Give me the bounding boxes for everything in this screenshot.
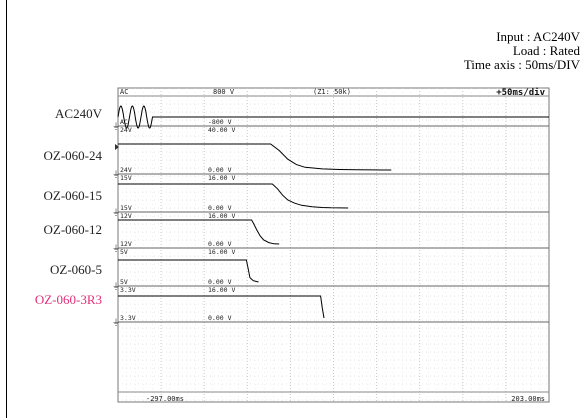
channel-scale-left: 12V (120, 240, 132, 248)
ground-marker-icon: ⏚ (112, 244, 120, 253)
top-bar-center: (Z1: 50k) (313, 88, 351, 96)
channel-label-oz-060-3r3: OZ-060-3R3 (34, 292, 102, 307)
next-channel-scale-value: 16.00 V (208, 174, 235, 182)
next-channel-scale-left: 5V (120, 248, 128, 256)
next-channel-scale-left: 15V (120, 174, 132, 182)
ground-marker-icon: ⏚ (112, 208, 120, 217)
trace-oz-060-24 (118, 143, 392, 171)
channel-scale-value: 0.00 V (208, 240, 232, 248)
channel-scale-left: 15V (120, 204, 132, 212)
channel-label-oz-060-5: OZ-060-5 (50, 262, 102, 277)
next-channel-scale-value: 16.00 V (208, 286, 235, 294)
top-bar-voltage: 800 V (213, 88, 235, 96)
channel-scale-value: 0.00 V (208, 166, 232, 174)
next-channel-scale-left: 3.3V (120, 286, 136, 294)
channel-scale-value: -800 V (208, 118, 232, 126)
ground-marker-icon: ⏚ (112, 282, 120, 291)
time-axis-condition: Time axis : 50ms/DIV (463, 57, 580, 72)
channel-label-oz-060-12: OZ-060-12 (43, 222, 103, 237)
input-condition: Input : AC240V (496, 29, 580, 44)
channel-scale-value: 0.00 V (208, 314, 232, 322)
channel-scale-value: 0.00 V (208, 278, 232, 286)
channel-scale-left: 5V (120, 278, 128, 286)
test-conditions: Input : AC240V Load : Rated Time axis : … (420, 30, 580, 72)
next-channel-scale-value: 16.00 V (208, 248, 235, 256)
next-channel-scale-left: 24V (120, 126, 132, 134)
channel-scale-left: 3.3V (120, 314, 136, 322)
ground-marker-icon: ⏚ (112, 170, 120, 179)
trigger-marker-icon (115, 144, 119, 150)
trace-oz-060-5 (118, 259, 259, 283)
trace-ac240v (117, 105, 549, 129)
channel-scale-left: AC (120, 118, 128, 126)
top-bar-left: AC (120, 88, 128, 96)
ground-marker-icon: ⏚ (112, 122, 120, 131)
trace-oz-060-3r3 (118, 295, 325, 319)
next-channel-scale-left: 12V (120, 212, 132, 220)
trace-oz-060-12 (118, 219, 280, 245)
next-channel-scale-value: 40.00 V (208, 126, 235, 134)
bottom-right-time: 203.00ms (511, 395, 545, 403)
channel-scale-value: 0.00 V (208, 204, 232, 212)
channel-label-oz-060-24: OZ-060-24 (43, 148, 103, 163)
top-bar-timebase: +50ms/div (496, 87, 545, 98)
bottom-left-time: -297.00ms (146, 395, 184, 403)
load-condition: Load : Rated (512, 43, 580, 58)
channel-label-oz-060-15: OZ-060-15 (43, 188, 103, 203)
ground-marker-icon: ⏚ (112, 318, 120, 327)
next-channel-scale-value: 16.00 V (208, 212, 235, 220)
channel-scale-left: 24V (120, 166, 132, 174)
channel-label-ac240v: AC240V (55, 106, 102, 121)
left-frame-line (6, 0, 7, 418)
trace-oz-060-15 (118, 183, 349, 209)
